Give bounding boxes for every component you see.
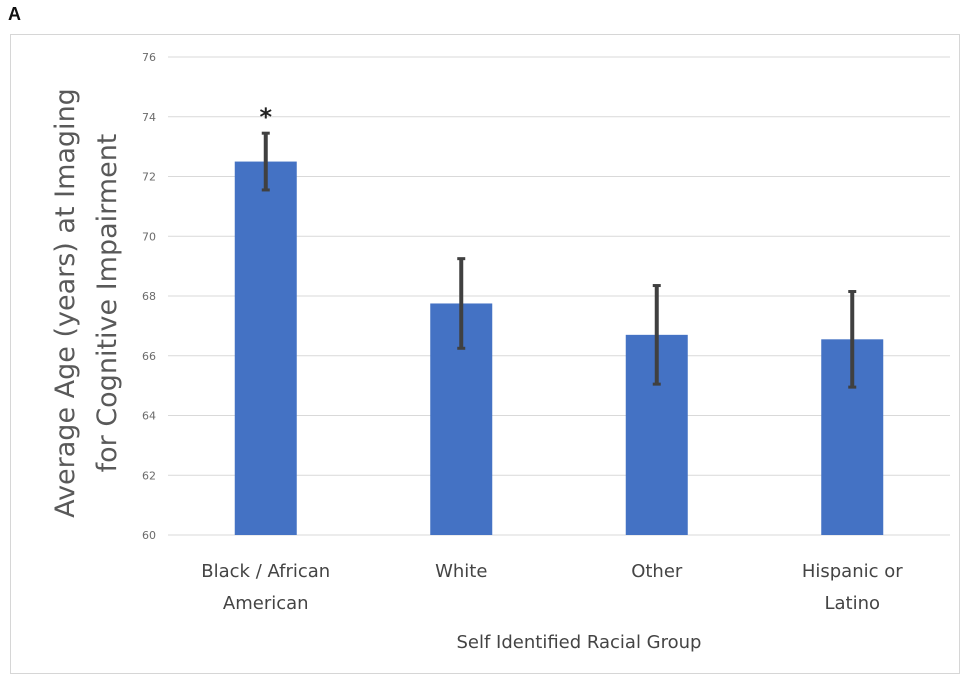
panel-label: A	[8, 4, 21, 24]
x-category-label: Other	[631, 561, 683, 582]
y-tick-label: 64	[142, 410, 156, 423]
chart-frame	[10, 34, 960, 674]
x-category-label: Hispanic or Latino	[802, 561, 903, 614]
significance-marker: *	[259, 103, 272, 131]
y-tick-label: 66	[142, 350, 156, 363]
x-axis-title: Self Identified Racial Group	[457, 632, 702, 653]
y-tick-label: 60	[142, 529, 156, 542]
y-axis-title: Average Age (years) at Imaging for Cognit…	[50, 88, 123, 518]
y-tick-label: 70	[142, 230, 156, 243]
x-category-label: White	[435, 561, 487, 582]
y-tick-label: 68	[142, 290, 156, 303]
y-tick-label: 62	[142, 469, 156, 482]
bar	[234, 161, 297, 535]
y-tick-label: 74	[142, 111, 156, 124]
x-category-label: Black / African American	[201, 561, 330, 614]
y-tick-label: 72	[142, 171, 156, 184]
y-tick-label: 76	[142, 51, 156, 64]
